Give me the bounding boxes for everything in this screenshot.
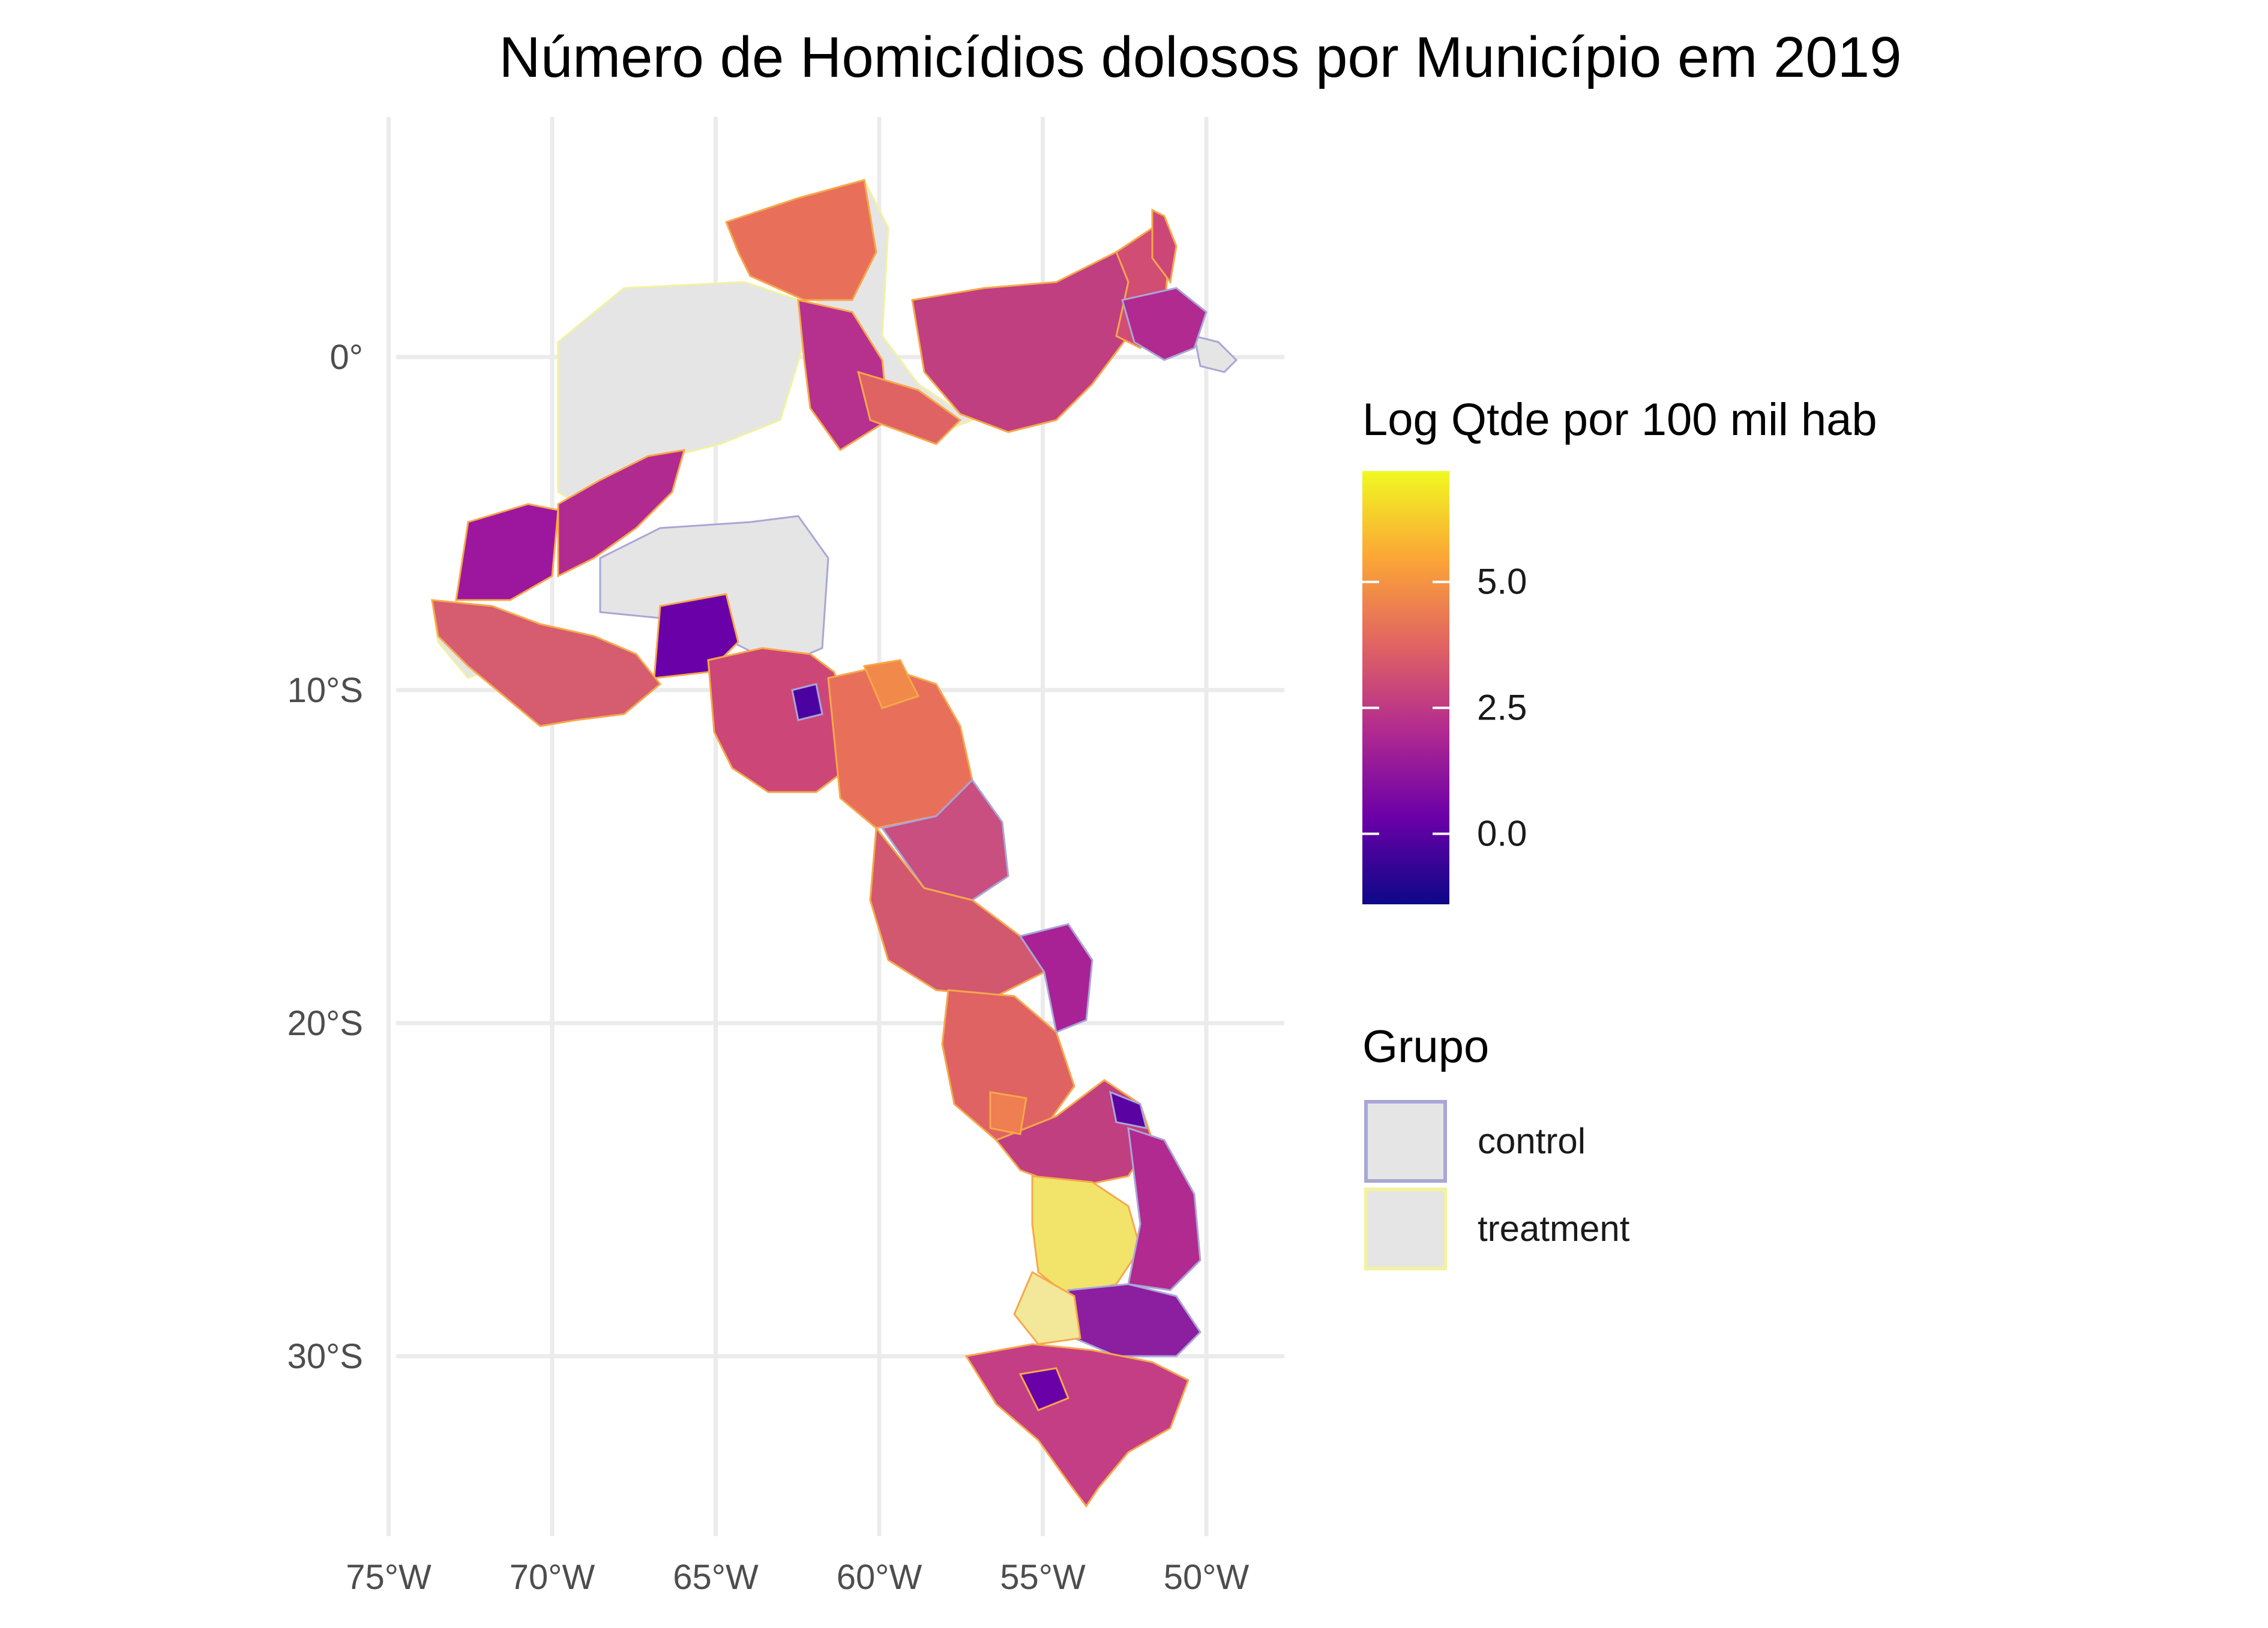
longitude-tick-label: 65°W [673,1558,759,1597]
na-region-amapa-east [1193,334,1238,373]
fill-legend: Log Qtde por 100 mil hab 0.0 2.5 5.0 [1362,394,1877,904]
longitude-tick-label: 70°W [510,1558,595,1597]
region-para [911,251,1142,433]
region-sp-purple [1108,1090,1148,1129]
region-nordeste [1121,287,1208,361]
region-rondonia-purple [791,683,823,721]
legend-key-treatment [1364,1188,1447,1270]
region-rondonia [707,647,853,793]
latitude-tick-labels: 0° 10°S 20°S 30°S [287,338,363,1376]
region-pr [1031,1175,1142,1297]
colorbar-ticks: 0.0 2.5 5.0 [1362,562,1527,853]
colorbar [1362,471,1449,904]
na-region-central [599,515,829,667]
fill-legend-title: Log Qtde por 100 mil hab [1362,394,1877,445]
region-roraima [725,179,877,301]
region-acre-west [455,503,559,601]
longitude-tick-label: 50°W [1164,1558,1250,1597]
municipality-regions [431,178,1238,1508]
colorbar-tick-label: 2.5 [1477,688,1527,728]
longitude-tick-labels: 75°W 70°W 65°W 60°W 55°W 50°W [346,1558,1249,1597]
region-orange-2 [989,1091,1027,1135]
latitude-tick-label: 0° [330,338,363,377]
region-mg [1018,923,1093,1034]
region-sc [1067,1283,1202,1357]
region-north-1 [797,299,889,452]
region-orange-1 [862,659,920,709]
group-legend-title: Grupo [1362,1021,1489,1072]
region-sc-yellow [1013,1270,1081,1345]
legend-key-control [1364,1100,1447,1183]
region-goias [869,826,1046,997]
longitude-tick-label: 75°W [346,1558,432,1597]
group-legend: Grupo control treatment [1362,1021,1630,1270]
map-title: Número de Homicídios dolosos por Municíp… [499,25,1901,89]
latitude-tick-label: 10°S [287,671,363,710]
colorbar-tick-label: 0.0 [1477,813,1527,853]
longitude-tick-label: 60°W [837,1558,922,1597]
legend-label-control: control [1478,1121,1586,1161]
region-rs [964,1343,1190,1508]
region-acre [431,599,662,727]
legend-label-treatment: treatment [1478,1209,1630,1249]
longitude-tick-label: 55°W [1000,1558,1086,1597]
region-north-2 [856,370,962,445]
latitude-tick-label: 30°S [287,1337,363,1376]
latitude-tick-label: 20°S [287,1004,363,1043]
region-amazonas-sw [557,449,686,578]
region-pr-east [1127,1126,1202,1291]
colorbar-tick-label: 5.0 [1477,562,1527,602]
region-rs-purple [1018,1367,1069,1411]
region-amapa [1151,208,1178,284]
na-region-northwest [557,281,805,511]
